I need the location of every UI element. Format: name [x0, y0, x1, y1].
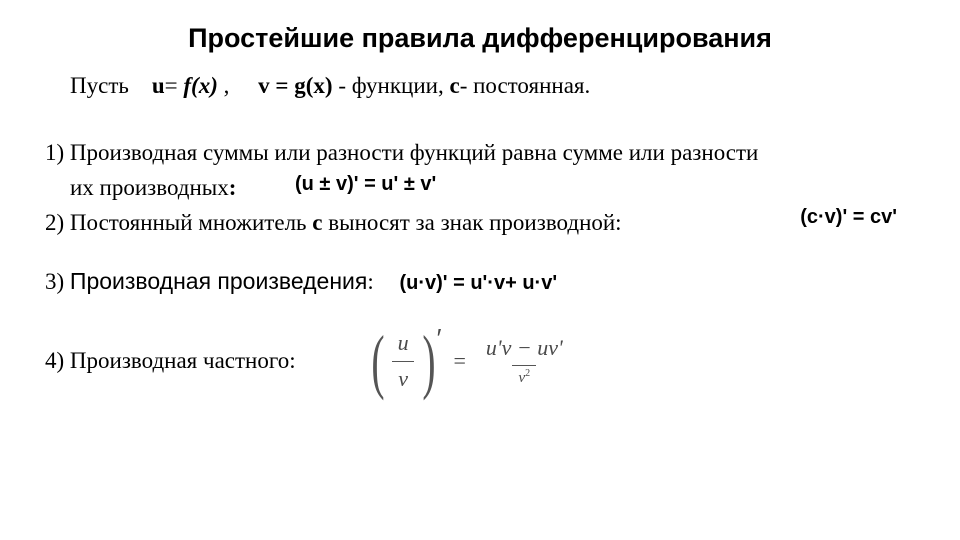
denom-exp: 2 [525, 368, 530, 379]
frac-left-num: u [392, 328, 415, 361]
rule-1-line1: 1) Производная суммы или разности функци… [45, 137, 915, 169]
page-title: Простейшие правила дифференцирования [45, 20, 915, 58]
equals-sign: = [453, 346, 465, 377]
rule1-colon: : [229, 175, 237, 200]
rule1-formula: (u ± v)' = u' ± v' [295, 170, 436, 198]
intro-eq1: = [165, 73, 178, 98]
rule1-text: их производных [70, 175, 229, 200]
frac-left-den: v [392, 361, 414, 395]
intro-const: - постоянная. [460, 73, 591, 98]
rules-block: 1) Производная суммы или разности функци… [45, 137, 915, 394]
intro-v: v = g(x) [258, 73, 332, 98]
frac-right-num: u'v − uv' [480, 333, 569, 366]
rule-2: 2) Постоянный множитель c выносят за зна… [45, 207, 915, 239]
intro-u: u [152, 73, 165, 98]
paren-left: ( [371, 336, 384, 386]
rule3-label: Производная произведения [70, 268, 367, 294]
intro-dash: - функции, [338, 73, 449, 98]
frac-right-den: v2 [512, 365, 536, 389]
prime-mark: ′ [437, 320, 442, 356]
rule3-formula: (u·v)' = u'·v+ u·v' [399, 269, 557, 297]
rule-3: 3) Производная произведения: (u·v)' = u'… [45, 265, 915, 298]
rule4-formula: ( u v ) ′ = u'v − uv' v2 [366, 328, 571, 395]
rule4-label: 4) Производная частного: [45, 345, 296, 377]
rule2-formula: (c·v)' = cv' [800, 203, 897, 231]
rule2-post: выносят за знак производной: [323, 210, 622, 235]
frac-left: u v [392, 328, 415, 395]
rule3-colon: : [367, 269, 373, 294]
rule3-prefix: 3) [45, 269, 70, 294]
intro-comma: , [218, 73, 230, 98]
intro-c: c [449, 73, 459, 98]
intro-let: Пусть [70, 73, 129, 98]
frac-right: u'v − uv' v2 [480, 333, 569, 390]
paren-right: ) [422, 336, 435, 386]
intro-line: Пусть u= f(x) , v = g(x) - функции, c- п… [70, 70, 915, 102]
rule2-c: c [312, 210, 322, 235]
rule2-pre: 2) Постоянный множитель [45, 210, 312, 235]
rule-4: 4) Производная частного: ( u v ) ′ = u'v… [45, 328, 915, 395]
rule-1-line2: их производных: (u ± v)' = u' ± v' [70, 172, 915, 204]
intro-fx: f(x) [183, 73, 217, 98]
